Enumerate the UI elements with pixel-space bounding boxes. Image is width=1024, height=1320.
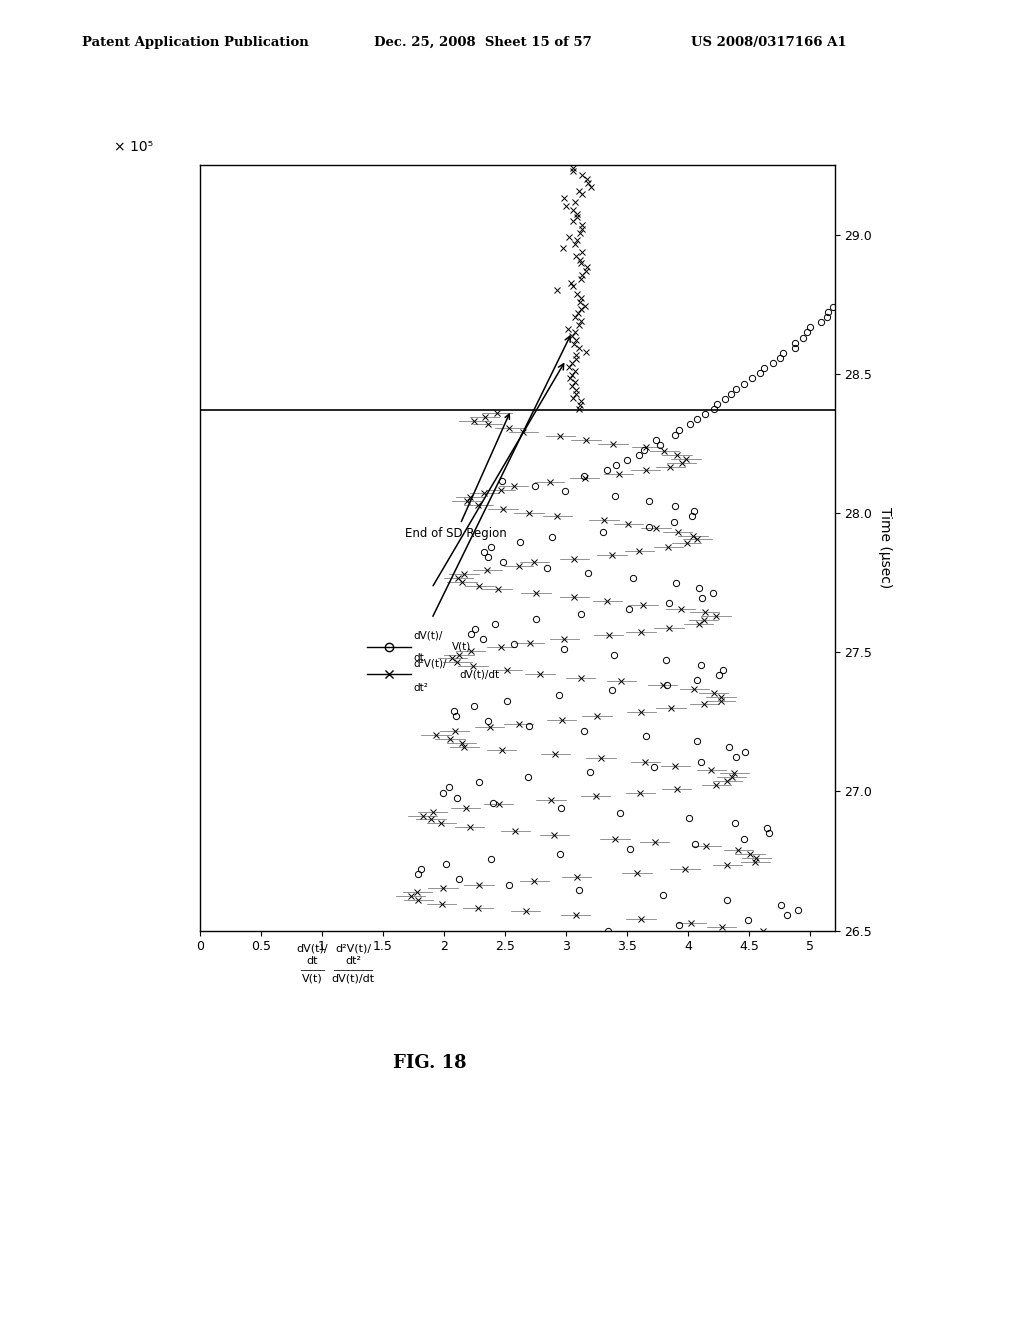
Text: dt: dt bbox=[306, 956, 318, 966]
Text: End of SD Region: End of SD Region bbox=[406, 414, 509, 540]
Text: × 10⁵: × 10⁵ bbox=[114, 140, 154, 153]
Text: dV(t)/: dV(t)/ bbox=[414, 631, 442, 640]
Y-axis label: Time (μsec): Time (μsec) bbox=[878, 507, 892, 589]
Text: Dec. 25, 2008  Sheet 15 of 57: Dec. 25, 2008 Sheet 15 of 57 bbox=[374, 36, 592, 49]
Text: dt²: dt² bbox=[345, 956, 361, 966]
Text: dt: dt bbox=[414, 653, 424, 663]
Text: ────────: ──────── bbox=[333, 965, 374, 974]
Text: d²V(t)/: d²V(t)/ bbox=[414, 659, 446, 668]
Text: dV(t)/: dV(t)/ bbox=[297, 942, 328, 953]
Text: dV(t)/dt: dV(t)/dt bbox=[460, 669, 500, 680]
Text: d²V(t)/: d²V(t)/ bbox=[335, 942, 372, 953]
Text: V(t): V(t) bbox=[453, 642, 472, 652]
Text: FIG. 18: FIG. 18 bbox=[393, 1053, 467, 1072]
Text: Patent Application Publication: Patent Application Publication bbox=[82, 36, 308, 49]
Text: ─────: ───── bbox=[300, 965, 325, 974]
Text: V(t): V(t) bbox=[302, 973, 323, 983]
Text: dt²: dt² bbox=[414, 684, 428, 693]
Text: US 2008/0317166 A1: US 2008/0317166 A1 bbox=[691, 36, 847, 49]
Text: dV(t)/dt: dV(t)/dt bbox=[332, 973, 375, 983]
